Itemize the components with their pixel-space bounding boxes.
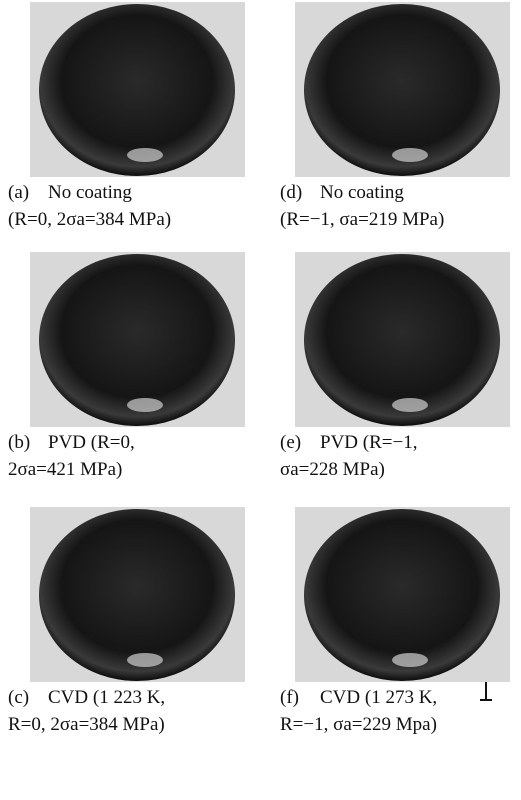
specimen-highlight [392, 148, 428, 162]
panel-label: (d) [280, 182, 302, 203]
caption-line: CVD (1 223 K, [48, 687, 165, 708]
panel: (f) CVD (1 273 K, R=−1, σa=229 Mpa) [280, 507, 510, 735]
specimen-highlight [392, 653, 428, 667]
figure: 5mm (a)No coating(R=0, 2σa=384 MPa)(b)PV… [0, 0, 521, 800]
panel-label: (c) [8, 687, 29, 708]
panel-label: (b) [8, 432, 30, 453]
caption-line: (R=0, 2σa=384 MPa) [8, 209, 171, 230]
caption-line: No coating [48, 182, 132, 203]
caption-line: (R=−1, σa=219 MPa) [280, 209, 444, 230]
caption-line: PVD (R=−1, [320, 432, 417, 453]
panel-label: (f) [280, 687, 299, 708]
caption-line: 2σa=421 MPa) [8, 459, 122, 480]
specimen-highlight [127, 398, 163, 412]
caption-line: R=−1, σa=229 Mpa) [280, 714, 437, 735]
specimen-highlight [392, 398, 428, 412]
panel: (b) PVD (R=0, 2σa=421 MPa) [8, 252, 245, 480]
caption-line: σa=228 MPa) [280, 459, 385, 480]
panel: (c) CVD (1 223 K, R=0, 2σa=384 MPa) [8, 507, 245, 735]
panel-label: (e) [280, 432, 301, 453]
panel: (a) No coating (R=0, 2σa=384 MPa) [8, 2, 245, 230]
specimen-highlight [127, 653, 163, 667]
caption-line: R=0, 2σa=384 MPa) [8, 714, 165, 735]
caption-line: CVD (1 273 K, [320, 687, 437, 708]
panel: (d) No coating (R=−1, σa=219 MPa) [280, 2, 510, 230]
specimen-highlight [127, 148, 163, 162]
panel: (e) PVD (R=−1, σa=228 MPa) [280, 252, 510, 480]
caption-line: No coating [320, 182, 404, 203]
caption-line: PVD (R=0, [48, 432, 135, 453]
panel-label: (a) [8, 182, 29, 203]
